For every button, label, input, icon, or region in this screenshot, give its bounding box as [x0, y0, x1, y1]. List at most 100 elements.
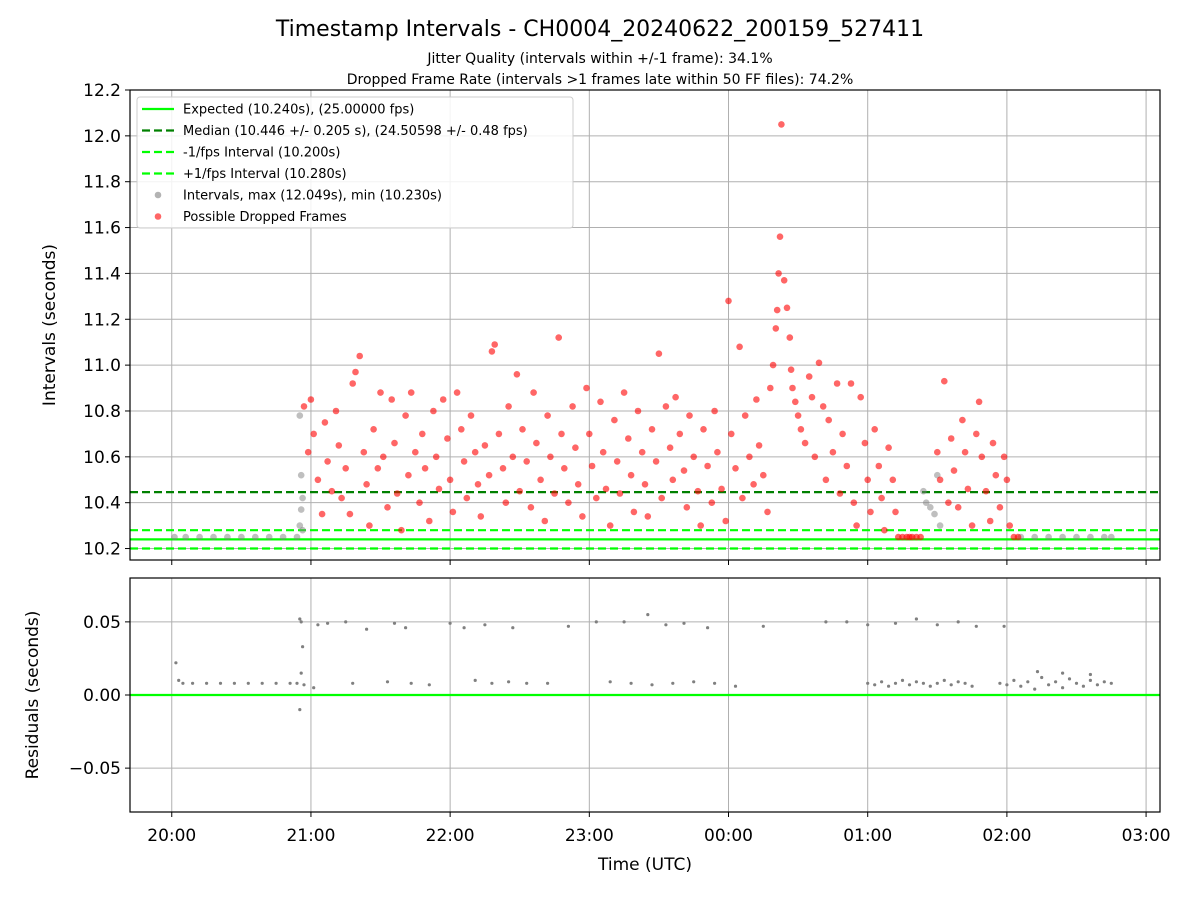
dropped-frame-point — [954, 504, 962, 511]
residual-point — [594, 620, 598, 624]
dropped-frame-point — [307, 396, 315, 403]
residual-point — [1102, 680, 1106, 684]
dropped-frame-point — [652, 458, 660, 465]
x-tick-label: 01:00 — [843, 826, 892, 846]
x-tick-label: 20:00 — [147, 826, 196, 846]
dropped-frame-point — [839, 430, 846, 438]
dropped-frame-point — [638, 448, 646, 456]
residual-point — [392, 621, 397, 625]
dropped-frame-point — [360, 448, 368, 456]
dropped-frame-point — [755, 442, 763, 449]
dropped-frame-point — [446, 476, 454, 484]
residual-point — [907, 683, 912, 687]
dropped-frame-point — [474, 481, 482, 488]
residual-point — [1061, 686, 1065, 690]
interval-point — [171, 533, 178, 541]
dropped-frame-point — [836, 490, 844, 497]
dropped-frame-point — [338, 494, 345, 502]
dropped-frame-point — [690, 453, 697, 461]
interval-point — [196, 533, 203, 541]
dropped-frame-point — [867, 508, 874, 516]
dropped-frame-point — [789, 384, 796, 392]
residual-point — [260, 681, 264, 685]
dropped-frame-point — [714, 448, 721, 456]
residual-point — [385, 680, 390, 684]
dropped-frame-point — [449, 508, 457, 516]
interval-point — [936, 522, 944, 529]
residual-point — [956, 620, 960, 624]
dropped-frame-point — [741, 412, 749, 419]
dropped-frame-point — [786, 334, 794, 341]
dropped-frame-point — [815, 359, 823, 367]
dropped-frame-point — [555, 334, 562, 341]
dropped-frame-point — [686, 412, 693, 419]
residual-point — [312, 686, 316, 690]
dropped-frame-point — [728, 430, 735, 438]
dropped-frame-point — [805, 373, 813, 380]
residual-point — [935, 681, 939, 685]
dropped-frame-point — [801, 439, 809, 447]
dropped-frame-point — [342, 465, 350, 472]
dropped-frame-point — [811, 453, 819, 461]
residual-point — [1035, 670, 1040, 674]
dropped-frame-point — [885, 444, 892, 452]
dropped-frame-point — [565, 499, 572, 507]
residual-point — [427, 683, 431, 687]
residual-point — [298, 708, 302, 712]
dropped-frame-point — [989, 439, 997, 447]
residual-point — [404, 626, 408, 630]
dropped-frame-point — [328, 487, 336, 495]
dropped-frame-point — [421, 465, 429, 472]
dropped-frame-point — [843, 462, 851, 470]
dropped-frame-point — [439, 396, 447, 403]
residual-point — [880, 680, 884, 684]
residual-point — [622, 620, 626, 624]
residual-point — [956, 680, 960, 684]
residual-point — [761, 624, 765, 628]
dropped-frame-point — [356, 352, 364, 360]
bottom-y-axis-label: Residuals (seconds) — [23, 611, 43, 780]
residual-point — [177, 678, 181, 683]
dropped-frame-point — [599, 448, 607, 456]
dropped-frame-point — [722, 517, 729, 525]
residual-point — [914, 680, 919, 684]
residual-point — [546, 681, 550, 685]
residual-point — [490, 681, 494, 685]
dropped-frame-point — [499, 465, 507, 472]
y-tick-label: 0.00 — [83, 686, 121, 706]
residual-point — [1047, 683, 1051, 687]
dropped-frame-point — [853, 522, 860, 529]
dropped-frame-point — [725, 297, 732, 305]
dropped-frame-point — [753, 396, 760, 403]
dropped-frame-point — [366, 522, 373, 529]
interval-point — [182, 533, 189, 541]
residual-point — [299, 671, 303, 675]
dropped-frame-point — [533, 439, 540, 447]
legend-entry-label: Expected (10.240s), (25.00000 fps) — [183, 103, 414, 118]
interval-point — [297, 471, 305, 479]
dropped-frame-point — [374, 465, 382, 472]
residual-point — [893, 621, 898, 625]
dropped-frame-point — [850, 499, 858, 507]
dropped-frame-point — [620, 389, 628, 396]
dropped-frame-point — [964, 485, 972, 493]
residual-point — [316, 623, 320, 627]
residual-point — [295, 681, 299, 685]
residual-point — [473, 678, 477, 683]
residual-point — [1033, 687, 1037, 691]
interval-point — [296, 412, 304, 419]
dropped-frame-point — [405, 471, 412, 479]
residual-point — [928, 684, 932, 688]
chart-subtitle-dropped: Dropped Frame Rate (intervals >1 frames … — [347, 72, 854, 88]
residual-point — [873, 683, 877, 687]
dropped-frame-point — [602, 485, 610, 493]
dropped-frame-point — [878, 494, 885, 502]
dropped-frame-point — [794, 412, 802, 419]
x-axis-label: Time (UTC) — [597, 855, 692, 875]
interval-point — [1101, 533, 1108, 541]
dropped-frame-point — [739, 494, 746, 502]
dropped-frame-point — [432, 453, 440, 461]
dropped-frame-point — [583, 384, 590, 392]
dropped-frame-point — [676, 430, 684, 438]
